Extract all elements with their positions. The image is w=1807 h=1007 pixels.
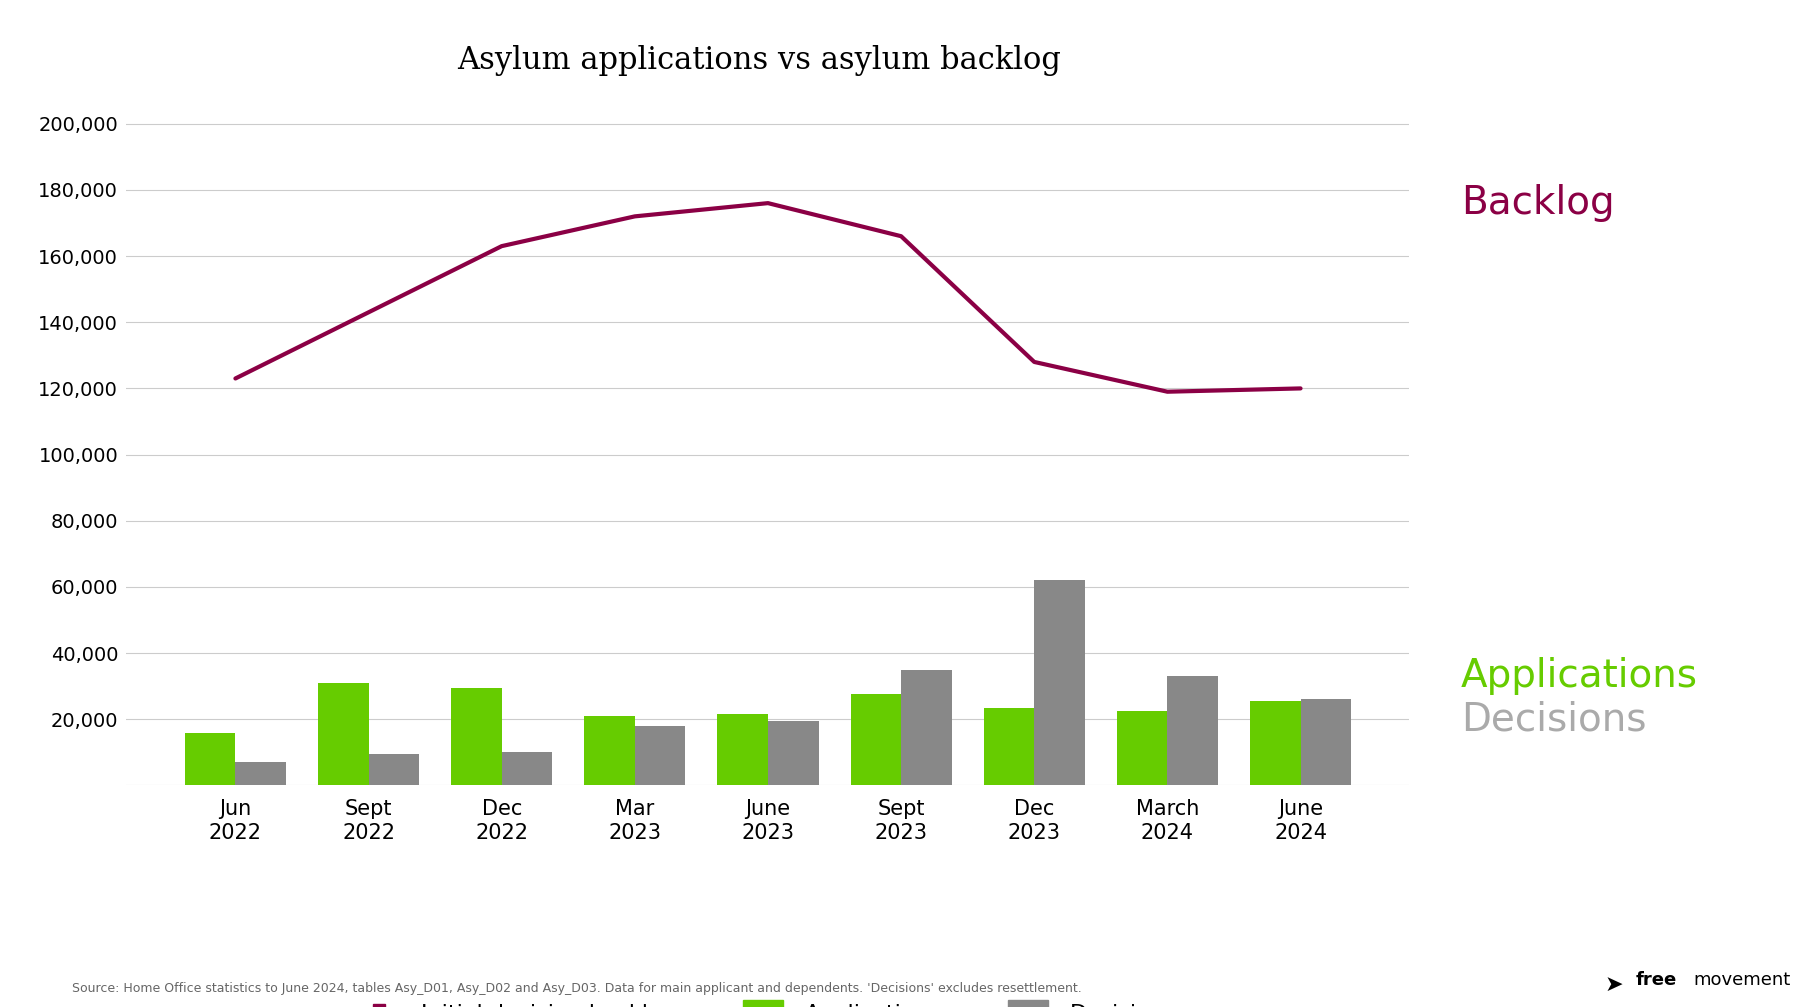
Bar [1250, 701, 1301, 785]
Text: Backlog: Backlog [1460, 184, 1614, 223]
Bar [768, 721, 819, 785]
Bar [851, 695, 902, 785]
Bar [1167, 677, 1218, 785]
Bar [584, 716, 634, 785]
Bar [452, 688, 502, 785]
Bar [1117, 711, 1167, 785]
Bar [902, 670, 952, 785]
Bar [983, 708, 1034, 785]
Text: movement: movement [1693, 971, 1791, 989]
Bar [717, 714, 768, 785]
Text: Decisions: Decisions [1460, 700, 1646, 738]
Legend: Initial decision backlog, Applications, Decisions: Initial decision backlog, Applications, … [351, 991, 1185, 1007]
Bar [1034, 580, 1084, 785]
Bar [235, 762, 286, 785]
Bar [184, 732, 235, 785]
Text: free: free [1635, 971, 1677, 989]
Text: ➤: ➤ [1605, 975, 1623, 995]
Bar [1301, 700, 1352, 785]
Bar [318, 683, 369, 785]
Text: Applications: Applications [1460, 658, 1699, 695]
Text: Source: Home Office statistics to June 2024, tables Asy_D01, Asy_D02 and Asy_D03: Source: Home Office statistics to June 2… [72, 982, 1082, 995]
Bar [634, 726, 685, 785]
Bar [369, 754, 419, 785]
Text: Asylum applications vs asylum backlog: Asylum applications vs asylum backlog [457, 45, 1061, 77]
Bar [502, 752, 553, 785]
